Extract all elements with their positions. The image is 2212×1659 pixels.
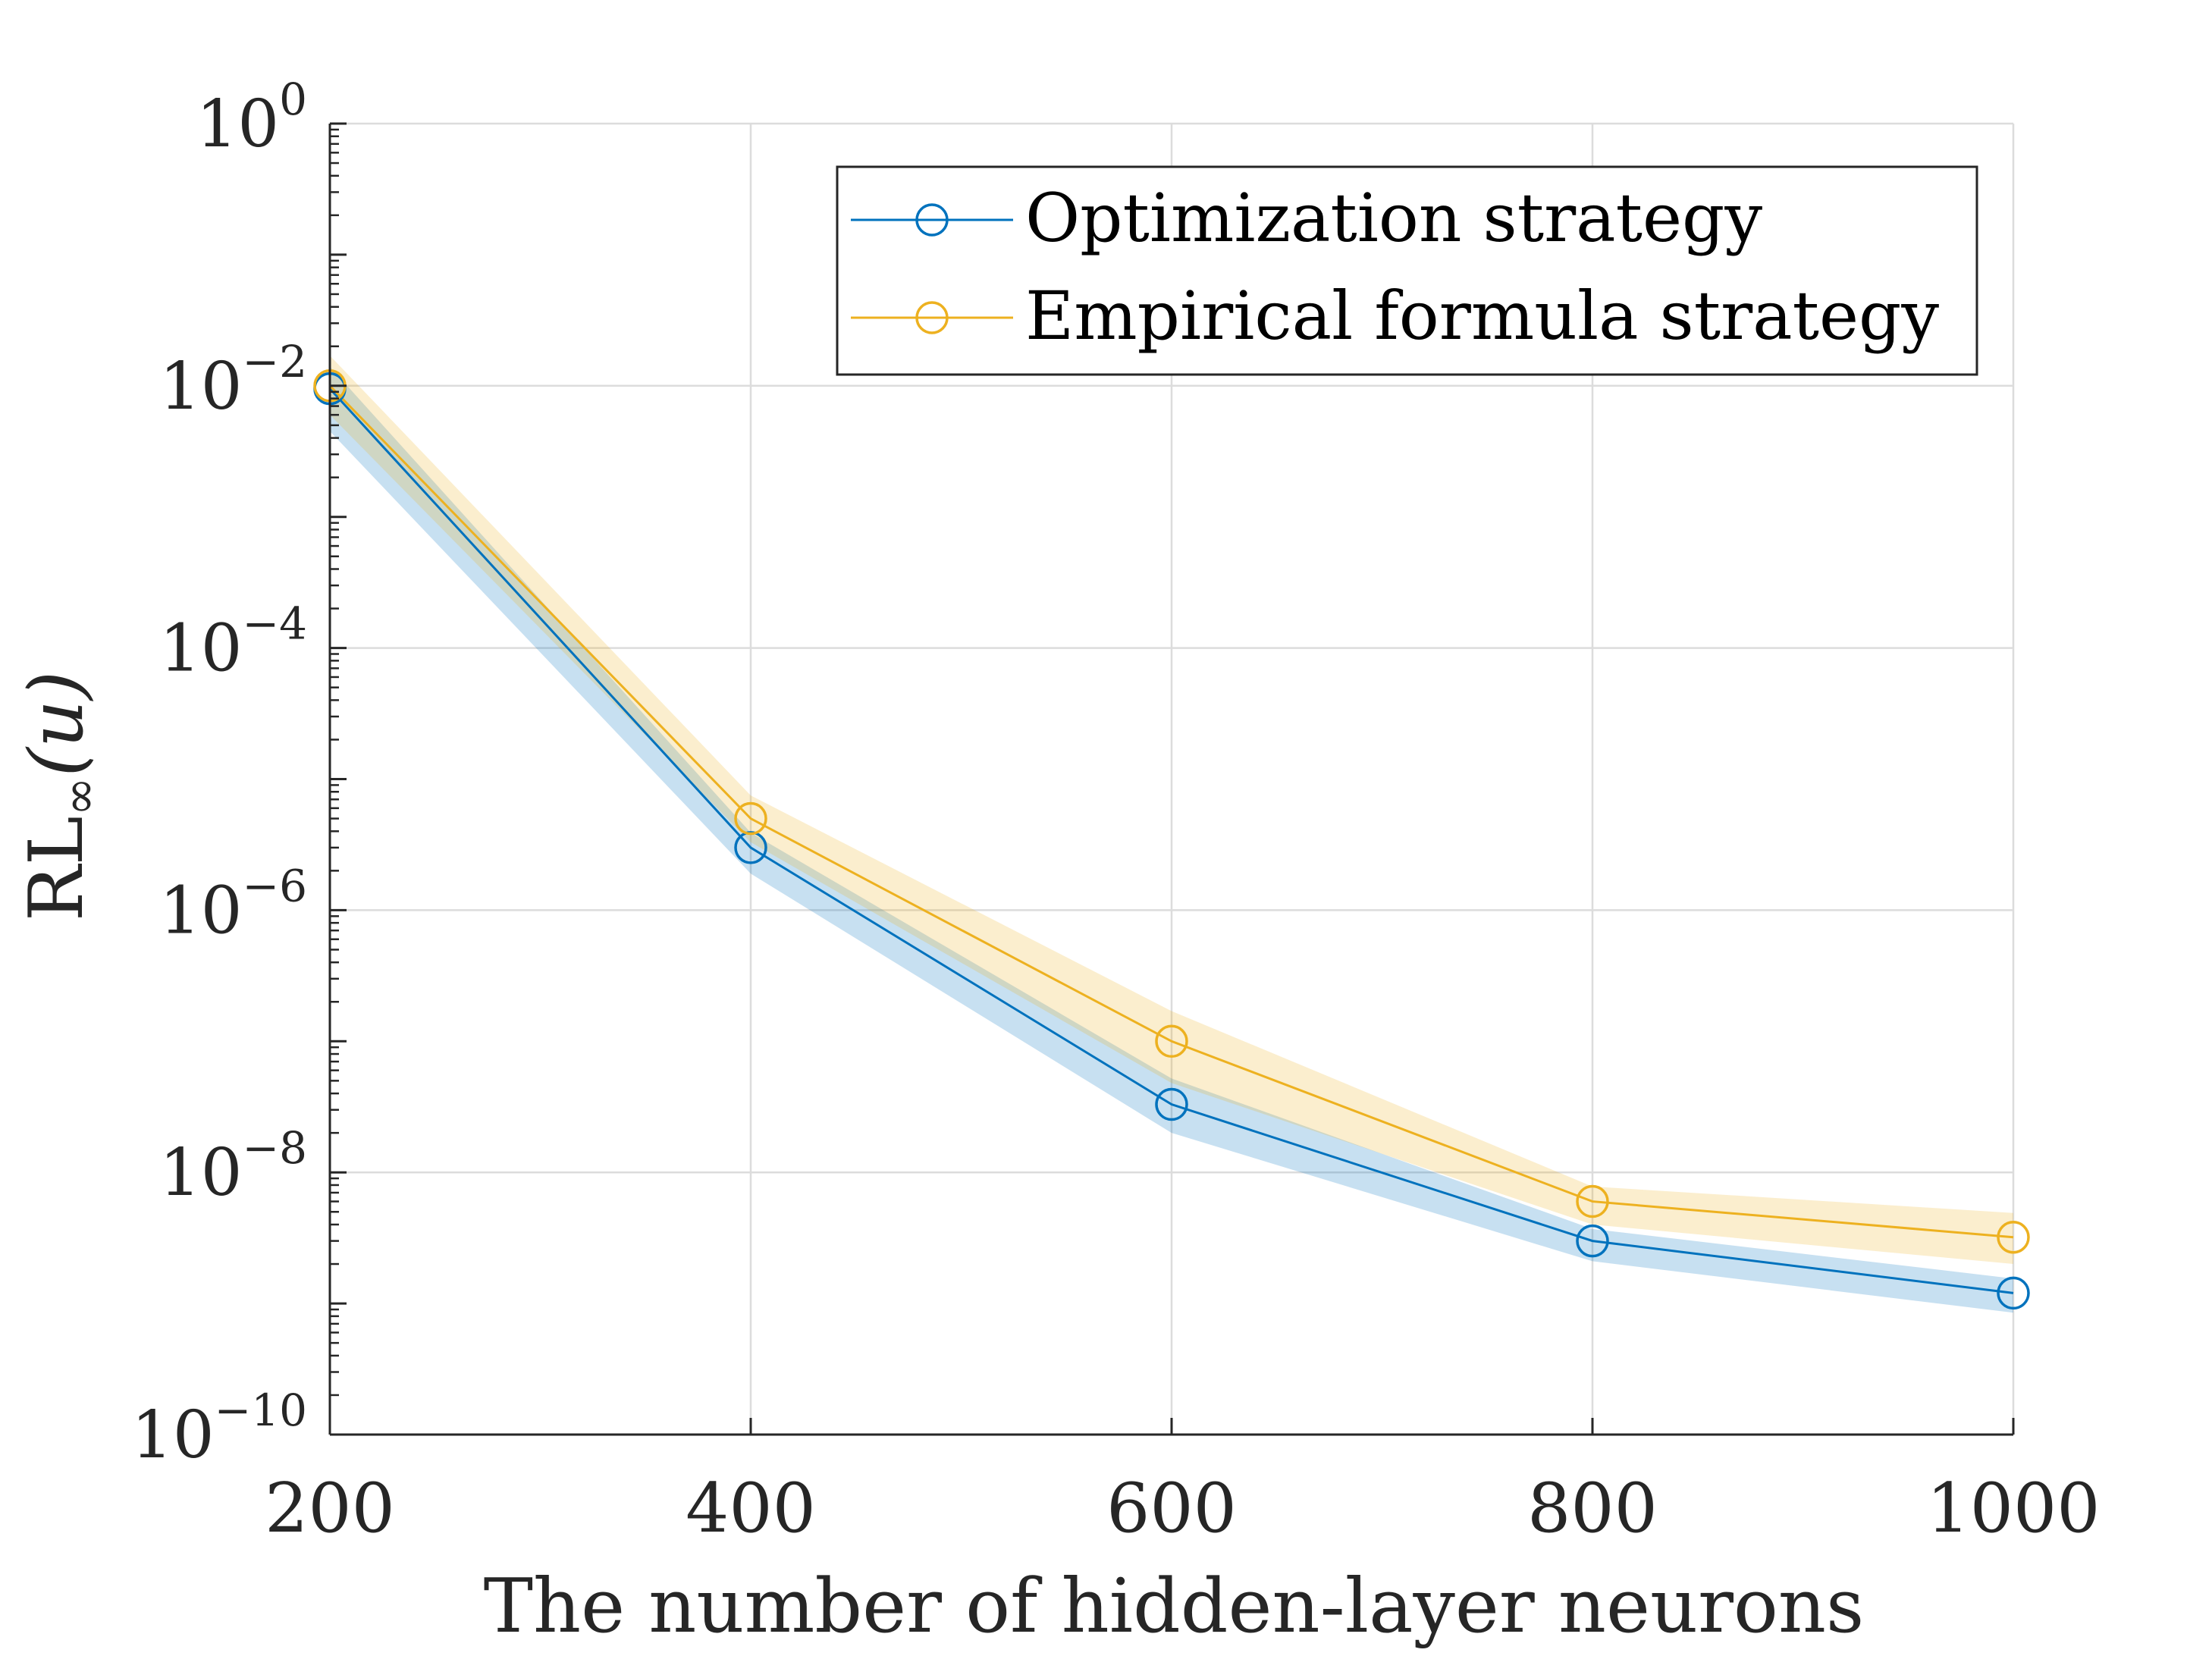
- y-tick-label-base: 10: [159, 349, 242, 425]
- legend: Optimization strategy Empirical formula …: [836, 165, 1978, 376]
- y-tick-label-base: 10: [196, 86, 279, 162]
- x-axis-title: The number of hidden-layer neurons: [484, 1563, 1865, 1650]
- y-tick-label-exponent: −10: [215, 1385, 307, 1436]
- y-tick-label-base: 10: [159, 873, 242, 949]
- band-optimization: [330, 366, 2013, 1313]
- y-tick-label-exponent: −6: [243, 860, 308, 911]
- confidence-bands: [330, 355, 2013, 1313]
- y-tick-label: 10−2: [159, 336, 307, 425]
- legend-marker-empirical: [915, 301, 949, 334]
- y-tick-label: 10−8: [159, 1122, 307, 1211]
- data-point-empirical: [1576, 1184, 1609, 1218]
- y-axis-title-main: RL: [14, 816, 100, 921]
- data-point-empirical: [1997, 1221, 2030, 1254]
- y-axis-title-sub: ∞: [52, 777, 107, 817]
- data-point-optimization: [1576, 1224, 1609, 1258]
- y-tick-label: 100: [196, 74, 307, 162]
- legend-marker-optimization: [915, 203, 949, 237]
- data-point-optimization: [1997, 1276, 2030, 1310]
- band-empirical: [330, 355, 2013, 1265]
- series-lines: [328, 384, 2014, 1294]
- x-tick-label: 1000: [1926, 1469, 2100, 1548]
- y-tick-label: 10−10: [131, 1385, 307, 1473]
- y-tick-label-base: 10: [131, 1397, 214, 1473]
- x-tick-label: 600: [1106, 1469, 1237, 1548]
- x-tick-label: 800: [1527, 1469, 1658, 1548]
- legend-box: [836, 165, 1978, 376]
- legend-label-optimization: Optimization strategy: [1025, 179, 1762, 257]
- series-line-empirical: [328, 384, 2014, 1239]
- y-tick-label: 10−6: [159, 860, 307, 949]
- y-tick-label-base: 10: [159, 1135, 242, 1211]
- y-tick-label: 10−4: [159, 598, 307, 687]
- y-tick-label-exponent: −8: [243, 1122, 308, 1174]
- data-point-empirical: [734, 801, 767, 836]
- x-tick-label: 400: [686, 1469, 816, 1548]
- y-axis-title: RL∞(u): [14, 671, 107, 921]
- axes: [328, 122, 2015, 1436]
- y-tick-label-exponent: −2: [243, 336, 308, 387]
- x-tick-label: 200: [265, 1469, 395, 1548]
- y-tick-label-exponent: −4: [243, 598, 308, 650]
- y-tick-label-exponent: 0: [279, 74, 307, 125]
- data-point-empirical: [1155, 1024, 1188, 1058]
- y-tick-label-base: 10: [159, 611, 242, 687]
- y-axis-title-arg: (u): [14, 671, 100, 777]
- series-line-optimization: [328, 387, 2014, 1294]
- data-point-optimization: [1155, 1087, 1188, 1121]
- legend-label-empirical: Empirical formula strategy: [1025, 277, 1939, 355]
